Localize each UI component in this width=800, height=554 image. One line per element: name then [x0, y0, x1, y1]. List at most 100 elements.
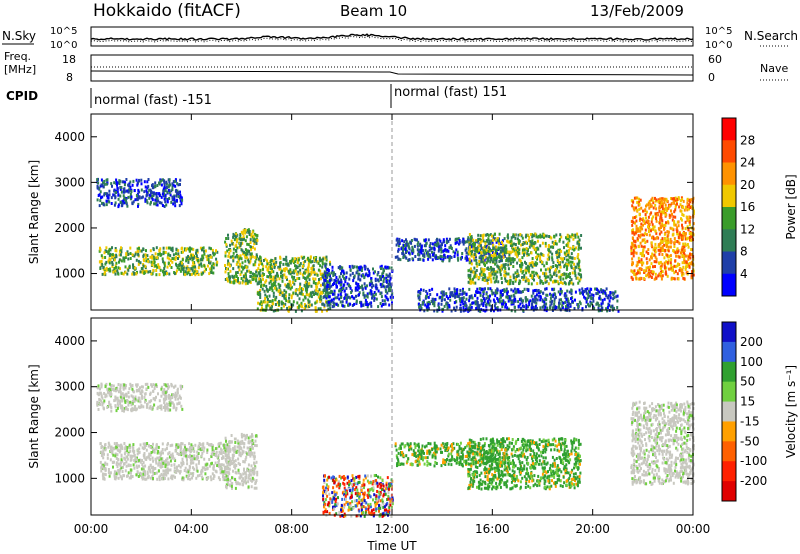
echo-cell — [282, 262, 285, 266]
echo-cell — [687, 228, 690, 232]
echo-cell — [676, 232, 679, 236]
echo-cell — [271, 283, 273, 287]
echo-cell — [529, 233, 532, 236]
echo-cell — [402, 249, 404, 253]
echo-cell — [692, 222, 695, 226]
echo-cell — [476, 307, 479, 311]
echo-cell — [122, 272, 125, 276]
echo-cell — [481, 287, 484, 291]
echo-cell — [285, 262, 288, 266]
echo-cell — [405, 249, 408, 253]
echo-cell — [319, 300, 322, 304]
echo-cell — [616, 306, 619, 309]
echo-cell — [597, 306, 600, 310]
echo-cell — [351, 271, 354, 275]
echo-cell — [672, 199, 675, 203]
echo-cell — [605, 294, 608, 298]
echo-cell — [449, 244, 452, 248]
echo-cell — [258, 277, 261, 281]
echo-cell — [111, 184, 113, 188]
echo-cell — [419, 242, 422, 246]
echo-cell — [176, 189, 179, 193]
echo-cell — [335, 280, 338, 284]
echo-cell — [673, 197, 675, 201]
echo-cell — [685, 254, 688, 258]
echo-cell — [232, 235, 235, 239]
echo-cell — [162, 194, 165, 198]
cpid-segment-2: normal (fast) 151 — [394, 85, 507, 100]
echo-cell — [658, 201, 661, 205]
echo-cell — [165, 246, 168, 250]
echo-cell — [549, 273, 552, 277]
echo-cell — [235, 278, 238, 282]
echo-cell — [505, 295, 508, 299]
echo-cell — [545, 309, 548, 313]
echo-cell — [482, 297, 485, 300]
echo-cell — [669, 226, 672, 230]
echo-cell — [349, 302, 352, 306]
echo-cell — [498, 242, 500, 246]
echo-cell — [103, 463, 106, 467]
echo-cell — [120, 406, 123, 410]
echo-cell — [147, 258, 150, 262]
echo-cell — [512, 257, 515, 261]
echo-cell — [298, 297, 301, 301]
echo-cell — [340, 296, 343, 299]
echo-cell — [266, 298, 269, 301]
echo-cell — [465, 304, 468, 308]
echo-cell — [489, 274, 492, 277]
echo-cell — [487, 287, 490, 291]
echo-cell — [337, 303, 340, 307]
echo-cell — [100, 383, 103, 387]
echo-cell — [370, 279, 373, 283]
echo-cell — [139, 261, 142, 265]
echo-cell — [369, 283, 372, 287]
echo-cell — [370, 304, 373, 308]
echo-cell — [279, 261, 282, 265]
echo-cell — [492, 247, 495, 250]
echo-cell — [371, 296, 373, 300]
echo-cell — [383, 269, 385, 273]
echo-cell — [638, 219, 641, 222]
echo-cell — [233, 238, 236, 242]
echo-cell — [331, 305, 334, 309]
echo-cell — [189, 257, 192, 261]
echo-cell — [495, 275, 498, 279]
echo-cell — [184, 273, 187, 277]
echo-cell — [127, 268, 130, 272]
echo-cell — [472, 238, 475, 242]
echo-cell — [540, 280, 543, 283]
echo-cell — [578, 238, 581, 242]
echo-cell — [475, 258, 478, 262]
echo-cell — [471, 250, 474, 253]
echo-cell — [368, 269, 371, 273]
echo-cell — [510, 300, 513, 304]
echo-cell — [101, 201, 103, 205]
echo-cell — [642, 217, 645, 221]
echo-cell — [543, 272, 546, 276]
echo-cell — [501, 299, 504, 303]
echo-cell — [506, 279, 508, 283]
echo-cell — [290, 259, 293, 263]
echo-cell — [501, 250, 504, 254]
echo-cell — [236, 271, 239, 274]
echo-cell — [539, 258, 542, 261]
echo-cell — [175, 199, 178, 203]
echo-cell — [473, 253, 476, 256]
echo-cell — [296, 272, 299, 276]
echo-cell — [572, 267, 575, 271]
echo-cell — [175, 255, 178, 259]
echo-cell — [636, 229, 639, 233]
echo-cell — [496, 237, 499, 240]
echo-cell — [264, 297, 267, 300]
echo-cell — [512, 265, 515, 268]
echo-cell — [100, 394, 103, 398]
echo-cell — [199, 246, 202, 250]
echo-cell — [161, 192, 164, 196]
echo-cell — [536, 239, 539, 243]
echo-cell — [682, 276, 685, 280]
echo-cell — [504, 251, 507, 255]
echo-cell — [314, 282, 317, 285]
echo-cell — [564, 300, 567, 304]
echo-cell — [250, 232, 253, 236]
